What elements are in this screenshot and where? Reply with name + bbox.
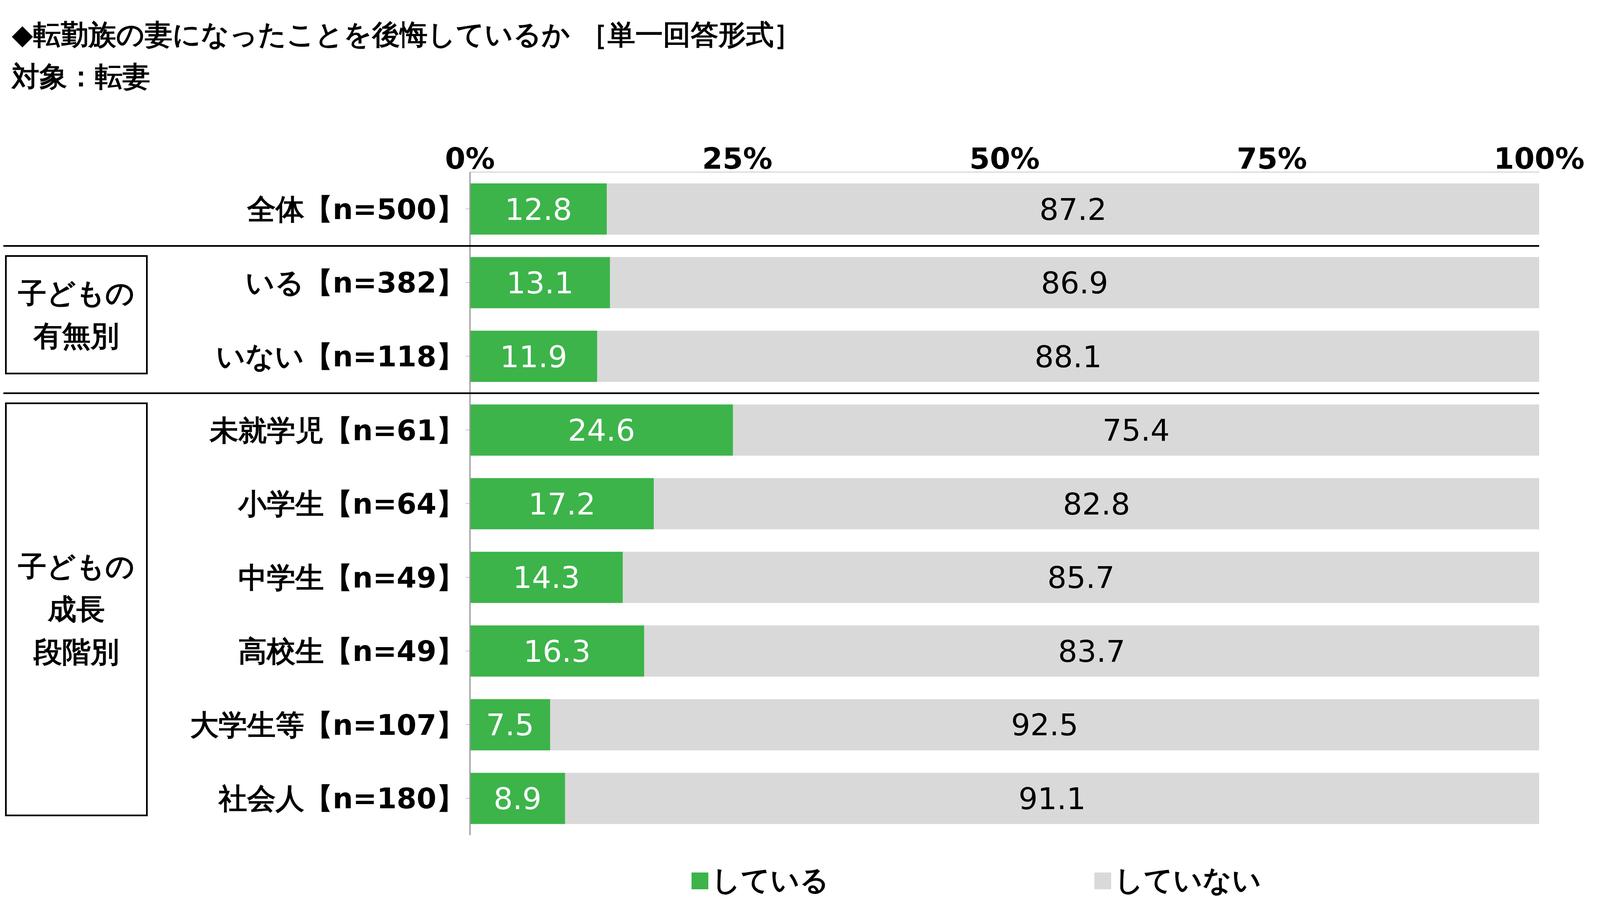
svg-text:いない【n=118】: いない【n=118】 (216, 339, 465, 374)
svg-text:大学生等【n=107】: 大学生等【n=107】 (190, 708, 465, 742)
html-text:子どもの: 子どもの (18, 276, 135, 310)
svg-text:92.5: 92.5 (1010, 707, 1078, 743)
svg-text:未就学児【n=61】: 未就学児【n=61】 (209, 413, 465, 447)
svg-text:16.3: 16.3 (523, 633, 591, 669)
html-text:成長: 成長 (47, 592, 105, 626)
svg-text:50%: 50% (969, 141, 1040, 176)
svg-text:24.6: 24.6 (567, 412, 635, 448)
svg-text:13.1: 13.1 (506, 265, 574, 301)
svg-text:社会人【n=180】: 社会人【n=180】 (217, 781, 465, 815)
html-text:有無別: 有無別 (33, 319, 120, 353)
svg-text:高校生【n=49】: 高校生【n=49】 (238, 634, 465, 668)
html-text:子どもの: 子どもの (18, 549, 135, 583)
svg-text:88.1: 88.1 (1034, 339, 1102, 375)
svg-text:91.1: 91.1 (1018, 780, 1086, 817)
svg-text:8.9: 8.9 (493, 780, 542, 817)
svg-text:全体【n=500】: 全体【n=500】 (246, 192, 465, 226)
svg-text:14.3: 14.3 (512, 559, 580, 596)
html-text:している: している (711, 863, 830, 897)
svg-text:7.5: 7.5 (485, 707, 535, 743)
svg-text:87.2: 87.2 (1039, 191, 1107, 228)
svg-text:75.4: 75.4 (1102, 412, 1170, 448)
svg-text:0%: 0% (445, 141, 496, 176)
svg-text:86.9: 86.9 (1041, 265, 1109, 301)
svg-text:12.8: 12.8 (504, 191, 572, 228)
svg-text:100%: 100% (1493, 141, 1585, 176)
html-text:していない: していない (1114, 863, 1262, 897)
svg-text:25%: 25% (702, 141, 773, 176)
svg-text:17.2: 17.2 (528, 486, 596, 522)
svg-text:75%: 75% (1236, 141, 1308, 176)
svg-text:中学生【n=49】: 中学生【n=49】 (238, 561, 465, 595)
html-text:◆転勤族の妻になったことを後悔しているか ［単一回答形式］: ◆転勤族の妻になったことを後悔しているか ［単一回答形式］ (11, 18, 802, 51)
svg-text:82.8: 82.8 (1062, 486, 1131, 522)
svg-text:11.9: 11.9 (499, 339, 567, 375)
svg-text:85.7: 85.7 (1047, 559, 1115, 596)
html-text:段階別: 段階別 (33, 635, 120, 669)
svg-text:いる【n=382】: いる【n=382】 (245, 266, 465, 300)
html-text:対象：転妻: 対象：転妻 (11, 60, 151, 93)
svg-text:小学生【n=64】: 小学生【n=64】 (237, 487, 465, 521)
svg-text:83.7: 83.7 (1058, 633, 1126, 669)
